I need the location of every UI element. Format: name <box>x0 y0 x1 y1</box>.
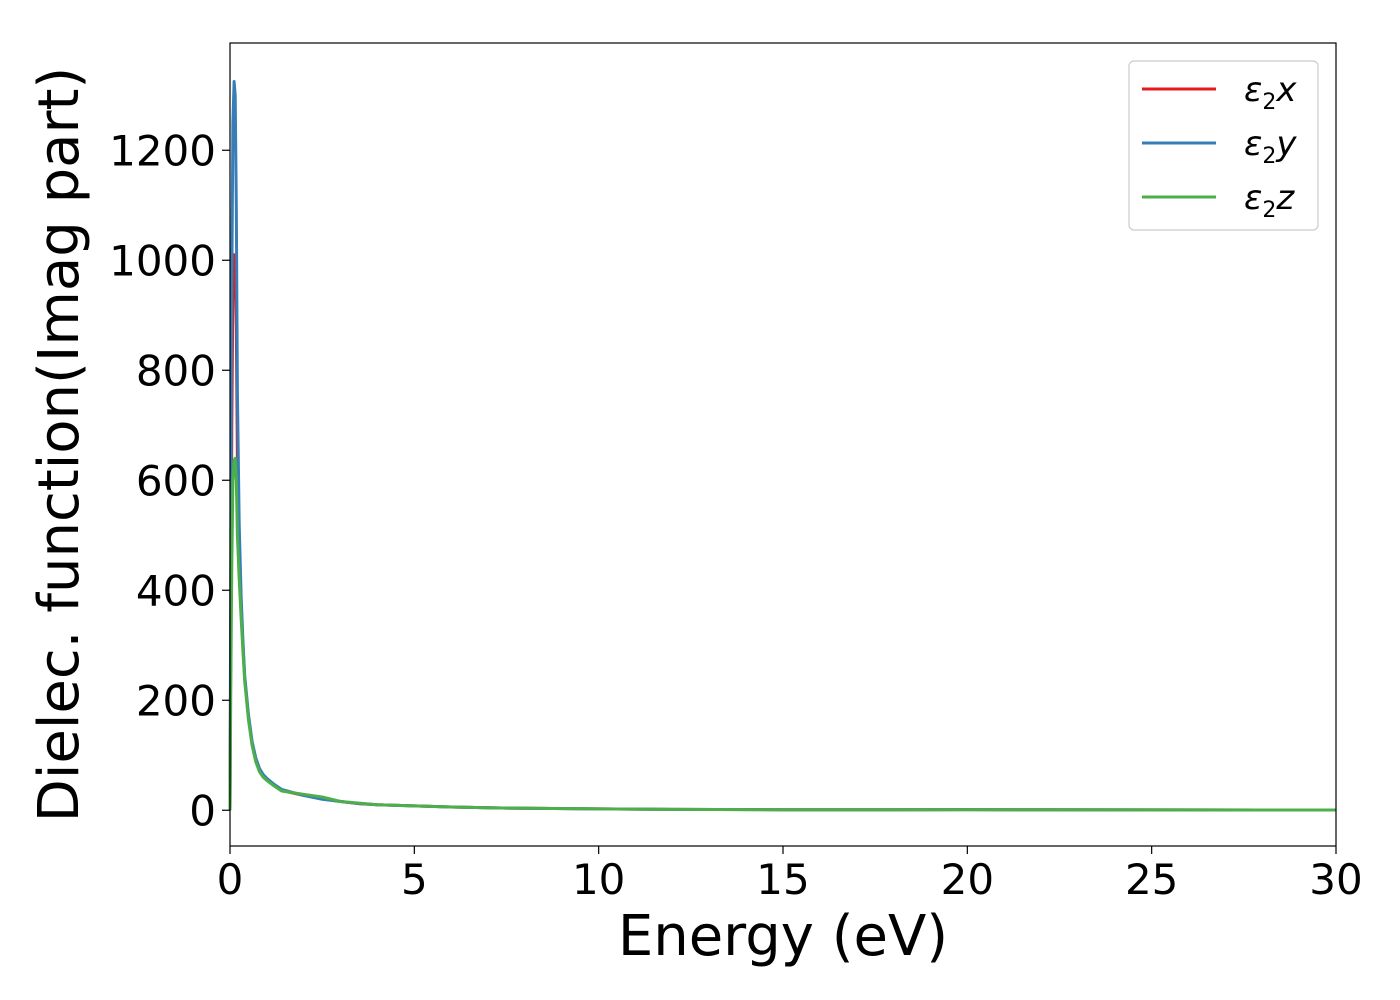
y-tick-label: 200 <box>136 676 216 725</box>
x-tick-label: 15 <box>756 855 809 904</box>
legend-label-x: ε2x <box>1244 70 1297 115</box>
y-tick-label: 1200 <box>109 126 216 175</box>
legend-label-y: ε2y <box>1244 124 1297 169</box>
y-tick-label: 1000 <box>109 236 216 285</box>
legend: ε2x ε2y ε2z <box>1128 60 1319 231</box>
series-layer <box>228 80 1336 812</box>
y-axis-label: Dielec. function(Imag part) <box>27 67 92 823</box>
y-tick-label: 800 <box>136 346 216 395</box>
x-axis-label: Energy (eV) <box>618 904 948 969</box>
x-tick-label: 5 <box>401 855 428 904</box>
x-tick-label: 10 <box>572 855 625 904</box>
x-tick-label: 30 <box>1309 855 1362 904</box>
y-tick-label: 600 <box>136 456 216 505</box>
x-tick-label: 0 <box>217 855 244 904</box>
legend-label-z: ε2z <box>1244 178 1295 223</box>
legend-box <box>1128 60 1319 231</box>
x-axis-ticks: 0 5 10 15 20 25 30 <box>217 846 1363 904</box>
y-tick-label: 400 <box>136 566 216 615</box>
series-line-x <box>228 253 1336 812</box>
y-tick-label: 0 <box>189 786 216 835</box>
x-tick-label: 20 <box>941 855 994 904</box>
series-line-z <box>228 456 1336 812</box>
y-axis-ticks: 0 200 400 600 800 1000 1200 <box>109 126 230 835</box>
x-tick-label: 25 <box>1125 855 1178 904</box>
